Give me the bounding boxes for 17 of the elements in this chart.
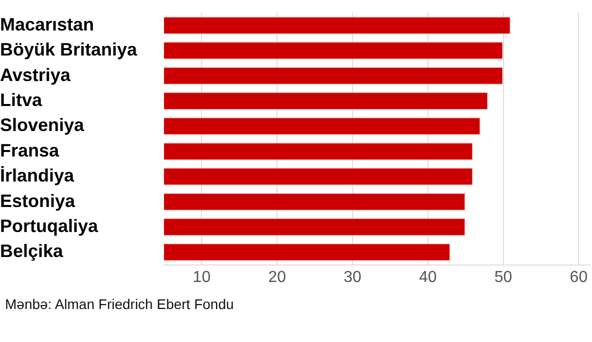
y-tick-label: Macarıstan: [0, 14, 94, 34]
text: Mənbə: Alman Friedrich Ebert Fondu: [5, 296, 234, 312]
y-tick-label: Fransa: [0, 140, 60, 160]
x-tick-label: 10: [192, 268, 211, 286]
y-tick-label: İrlandiya: [0, 166, 76, 186]
y-tick-label: Litva: [0, 90, 43, 110]
y-tick-label: Belçika: [0, 241, 64, 262]
y-tick-label: Avstriya: [0, 64, 72, 85]
x-tick-label: 30: [344, 268, 362, 286]
y-tick-label: Sloveniya: [0, 115, 86, 136]
y-tick-label: Böyük Britaniya: [0, 40, 138, 60]
x-tick-label: 40: [418, 268, 437, 286]
x-tick-label: 20: [268, 268, 286, 286]
y-tick-label: Estoniya: [0, 190, 76, 211]
x-tick-label: 60: [570, 268, 588, 286]
x-tick-label: 50: [494, 268, 512, 286]
y-tick-label: Portuqaliya: [0, 216, 100, 236]
